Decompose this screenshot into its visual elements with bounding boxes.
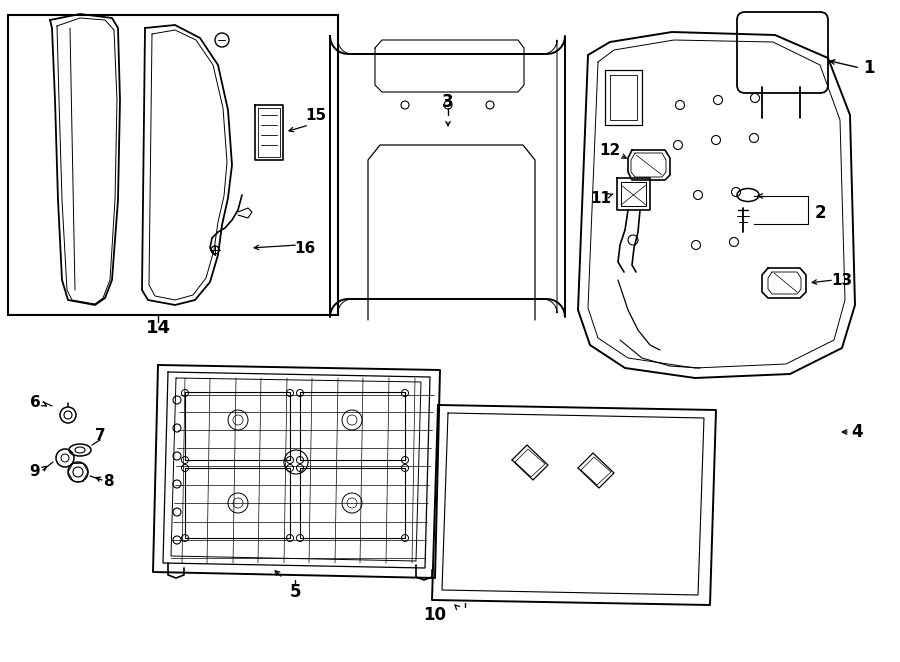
Text: 14: 14	[146, 319, 170, 337]
Text: 4: 4	[851, 423, 863, 441]
Text: 2: 2	[814, 204, 826, 222]
Text: 12: 12	[599, 142, 621, 158]
Text: 1: 1	[863, 59, 875, 77]
Text: 11: 11	[590, 191, 611, 205]
FancyBboxPatch shape	[737, 12, 828, 93]
Text: 16: 16	[294, 240, 316, 256]
Text: 6: 6	[30, 395, 40, 410]
Text: 5: 5	[289, 583, 301, 601]
Text: 9: 9	[30, 465, 40, 479]
Text: 10: 10	[424, 606, 446, 624]
Text: 7: 7	[94, 428, 105, 442]
Text: 15: 15	[305, 107, 327, 122]
Bar	[8, 15, 338, 315]
Text: 3: 3	[442, 93, 454, 111]
Text: 8: 8	[103, 475, 113, 489]
Text: 13: 13	[832, 273, 852, 287]
